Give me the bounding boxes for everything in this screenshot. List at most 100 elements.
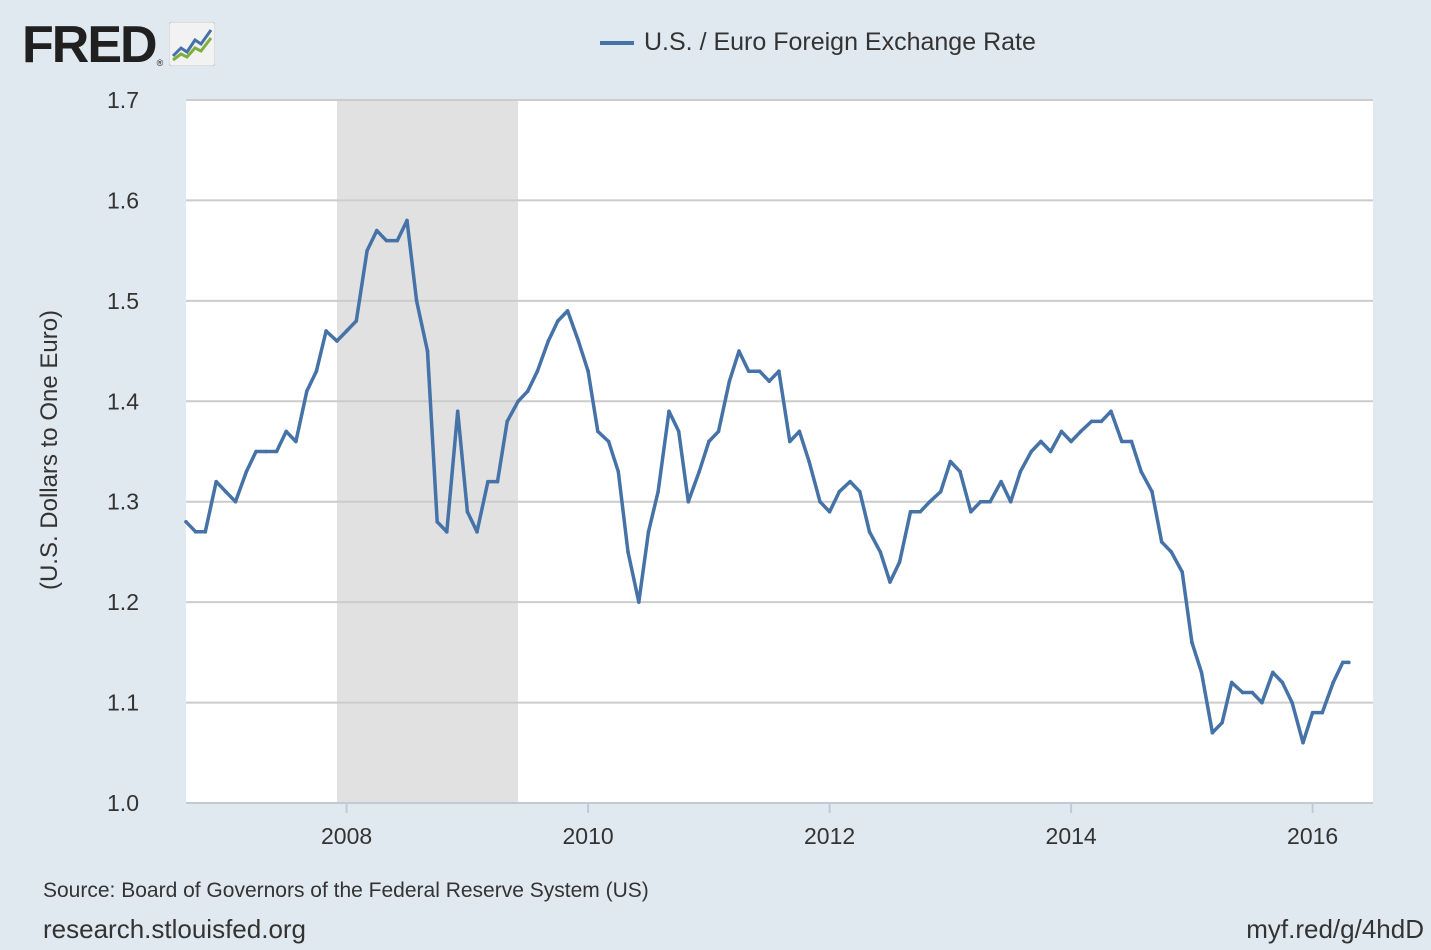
short-url-link[interactable]: myf.red/g/4hdD (1246, 914, 1424, 944)
data-point (848, 479, 852, 484)
x-tick-label: 2016 (1287, 823, 1338, 849)
data-point (1139, 469, 1143, 474)
data-point (867, 530, 872, 534)
data-point (1059, 429, 1064, 434)
data-point (595, 429, 600, 434)
data-point (193, 530, 198, 534)
registered-mark: ® (156, 58, 164, 68)
data-point (897, 560, 902, 564)
data-point (374, 228, 379, 233)
data-point (1048, 449, 1053, 454)
data-point (1018, 469, 1023, 474)
data-point (274, 449, 279, 454)
data-point (928, 499, 932, 504)
y-tick-label: 1.1 (107, 690, 139, 716)
data-point (797, 429, 802, 434)
data-point (858, 489, 862, 494)
legend-label: U.S. / Euro Foreign Exchange Rate (644, 28, 1036, 56)
data-point (586, 369, 590, 373)
data-point (626, 550, 630, 554)
data-point (224, 489, 228, 494)
data-point (214, 479, 218, 484)
data-point (777, 369, 781, 373)
site-link[interactable]: research.stlouisfed.org (43, 914, 307, 944)
data-point (988, 499, 993, 504)
data-point (1109, 409, 1113, 414)
data-point (787, 439, 792, 444)
data-point (1347, 660, 1351, 665)
data-point (546, 339, 551, 343)
data-point (435, 520, 439, 524)
grid-layer (186, 99, 1373, 804)
y-tick-label: 1.7 (107, 87, 139, 113)
data-point (425, 349, 430, 353)
data-point (414, 299, 419, 303)
data-point (938, 489, 943, 494)
data-point (697, 469, 701, 474)
y-tick-label: 1.2 (107, 589, 139, 615)
data-point (878, 550, 883, 554)
data-point (294, 439, 298, 444)
x-tick-label: 2012 (804, 823, 855, 849)
data-point (1099, 419, 1104, 424)
chart-legend[interactable]: U.S. / Euro Foreign Exchange Rate (600, 28, 1036, 57)
y-tick-label: 1.0 (107, 790, 139, 816)
data-point (475, 530, 479, 534)
data-point (757, 369, 762, 373)
data-point (1029, 449, 1034, 454)
data-point (716, 429, 721, 434)
data-point (184, 520, 188, 524)
data-point (746, 369, 751, 373)
data-point (606, 439, 611, 444)
data-point (1190, 640, 1194, 645)
data-point (384, 238, 389, 243)
data-point (1199, 670, 1204, 675)
data-point (244, 469, 249, 474)
data-point (405, 218, 409, 223)
data-point (837, 489, 842, 494)
data-point (807, 459, 811, 464)
data-point (1169, 550, 1174, 554)
data-point (1129, 439, 1134, 444)
data-point (918, 509, 922, 514)
data-point (505, 419, 510, 424)
data-point (1320, 710, 1325, 715)
data-point (1341, 660, 1345, 665)
data-point (978, 499, 983, 504)
data-point (556, 319, 560, 323)
x-tick-label: 2014 (1046, 823, 1097, 849)
data-point (263, 449, 268, 454)
data-point (1229, 680, 1234, 685)
y-tick-label: 1.6 (107, 187, 139, 213)
data-point (314, 369, 319, 373)
data-point (445, 530, 449, 534)
data-point (495, 479, 500, 484)
data-point (1331, 680, 1335, 685)
data-point (1240, 690, 1245, 695)
data-point (344, 329, 349, 333)
data-point (767, 379, 772, 384)
data-point (203, 530, 208, 534)
data-point (1159, 540, 1164, 544)
data-point (1069, 439, 1073, 444)
data-point (888, 580, 892, 584)
data-point (1089, 419, 1094, 424)
fred-logo[interactable]: FRED ® (22, 19, 216, 71)
data-point (1280, 680, 1285, 685)
data-point (335, 339, 339, 343)
data-point (737, 349, 741, 353)
data-point (455, 409, 460, 414)
source-note: Source: Board of Governors of the Federa… (43, 879, 649, 902)
data-point (304, 389, 309, 394)
data-point (616, 469, 621, 474)
data-point (1210, 730, 1215, 735)
data-point (486, 479, 490, 484)
data-point (354, 319, 359, 323)
data-point (516, 399, 520, 404)
data-point (525, 389, 530, 394)
data-point (958, 469, 962, 474)
data-point (1301, 740, 1305, 745)
data-point (1260, 700, 1264, 705)
data-point (254, 449, 258, 454)
